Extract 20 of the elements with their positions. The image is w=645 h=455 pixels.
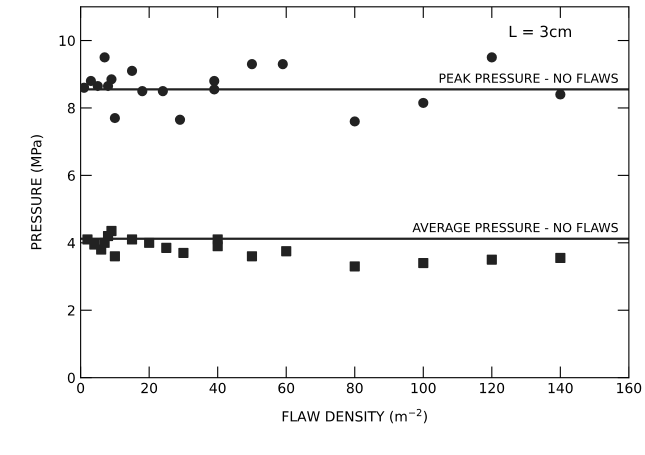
x-tick-label: 80 bbox=[346, 382, 363, 394]
x-tick-label: 120 bbox=[480, 382, 504, 394]
y-tick-label: 10 bbox=[60, 36, 75, 46]
ref-line-label: AVERAGE PRESSURE - NO FLAWS bbox=[412, 222, 618, 232]
x-tick-label: 100 bbox=[412, 382, 436, 394]
x-tick-label: 60 bbox=[278, 382, 294, 394]
y-axis-title: PRESSURE (MPa) bbox=[30, 135, 44, 250]
y-tick-label: 6 bbox=[68, 170, 75, 181]
ref-line-label: PEAK PRESSURE - NO FLAWS bbox=[440, 73, 618, 83]
x-tick-label: 160 bbox=[617, 382, 642, 394]
y-tick-label: 2 bbox=[68, 305, 74, 316]
x-tick-label: 20 bbox=[141, 382, 158, 394]
x-tick-label: 140 bbox=[548, 382, 573, 394]
x-axis-title: FLAW DENSITY (m$^{−2}$) bbox=[282, 408, 427, 424]
y-tick-label: 0 bbox=[68, 372, 75, 384]
annotation: L = 3cm bbox=[510, 26, 571, 38]
y-tick-label: 4 bbox=[68, 238, 75, 248]
x-tick-label: 40 bbox=[210, 382, 226, 394]
y-tick-label: 8 bbox=[68, 102, 75, 114]
x-tick-label: 0 bbox=[77, 382, 84, 394]
